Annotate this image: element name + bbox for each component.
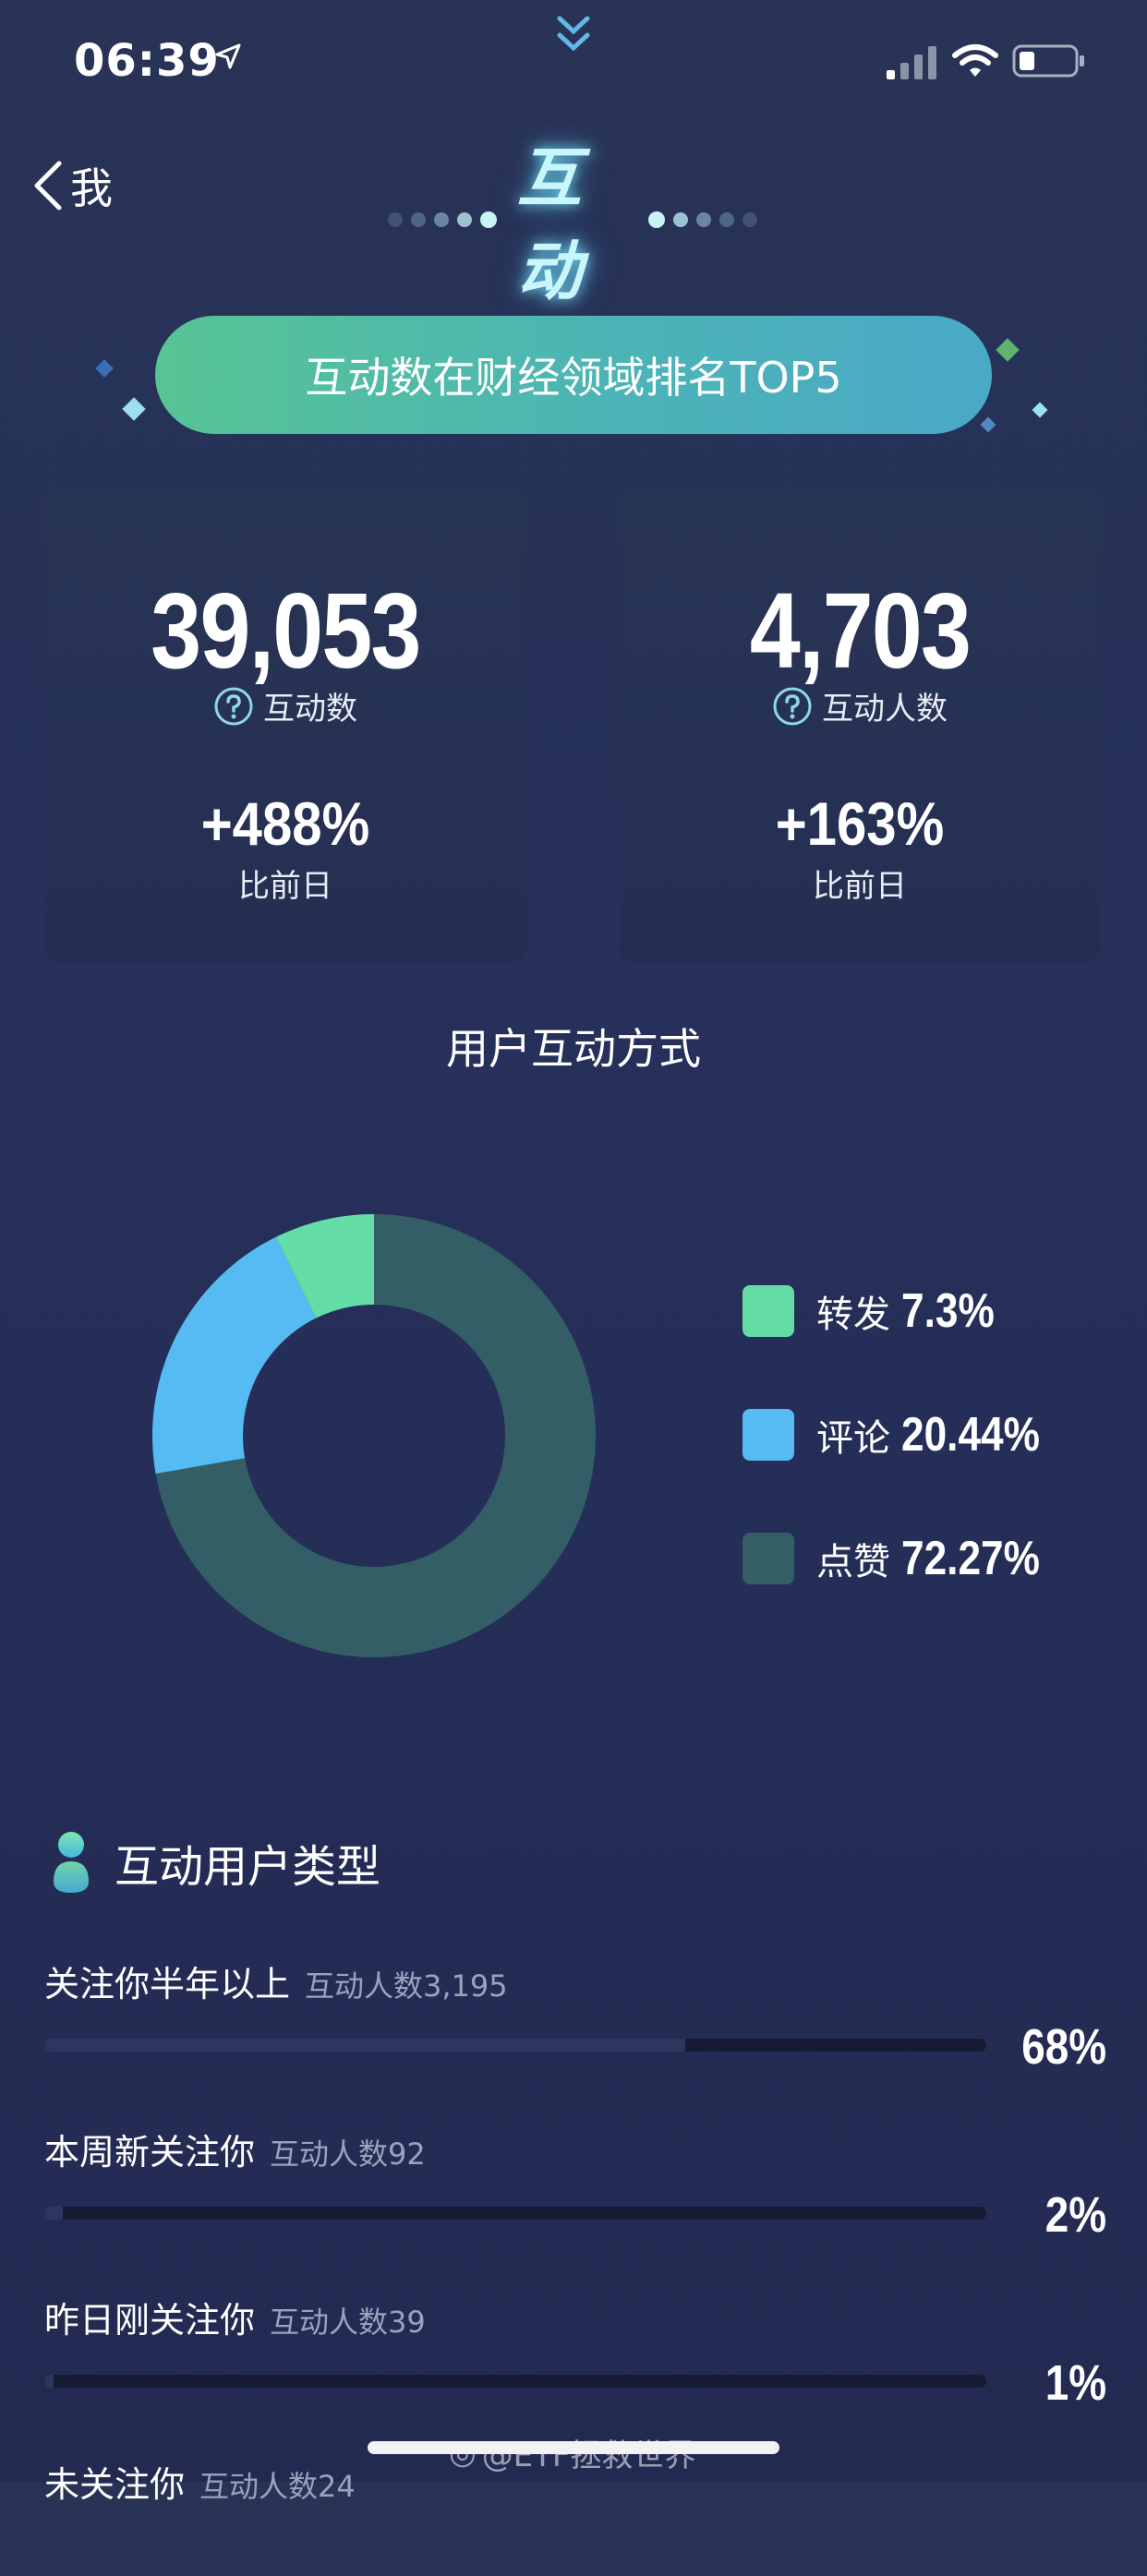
back-button[interactable]: 我: [28, 155, 113, 216]
sparkle-decoration: [122, 397, 146, 421]
user-type-row: 关注你半年以上 互动人数3,195 68%: [44, 1956, 1106, 2076]
legend-item: 点赞 72.27%: [743, 1531, 1064, 1586]
title-dots-right: [648, 211, 757, 228]
user-type-count: 互动人数92: [270, 2137, 426, 2172]
page-title-row: 互动: [388, 140, 757, 309]
legend-swatch: [743, 1533, 794, 1584]
stat-card-interactions: 39,053 互动数 +488% 比前日: [44, 495, 526, 962]
user-type-name: 关注你半年以上: [44, 1964, 291, 2004]
title-dots-left: [388, 211, 497, 228]
sparkle-decoration: [996, 338, 1020, 362]
chevron-down-icon[interactable]: [554, 13, 593, 55]
user-type-progress-bar: [44, 2207, 986, 2220]
signal-icon: [887, 46, 936, 79]
user-types-title: 互动用户类型: [115, 1841, 381, 1893]
legend-value: 7.3%: [901, 1284, 995, 1338]
home-indicator[interactable]: [368, 2441, 779, 2454]
user-type-progress-bar: [44, 2039, 986, 2052]
help-circle-icon[interactable]: [772, 686, 813, 727]
legend-label: 转发: [816, 1294, 890, 1336]
donut-slice-2: [155, 1214, 597, 1657]
legend-item: 评论 20.44%: [743, 1407, 1064, 1463]
user-type-percent: 2%: [1044, 2187, 1106, 2243]
user-icon: [54, 1832, 89, 1893]
user-type-name: 昨日刚关注你: [44, 2300, 256, 2341]
status-time: 06:39: [74, 35, 220, 87]
interactions-delta: +488%: [200, 789, 370, 858]
user-types-header: 互动用户类型: [48, 1830, 380, 1895]
legend-value: 72.27%: [901, 1532, 1040, 1585]
user-type-label: 关注你半年以上 互动人数3,195: [44, 1956, 508, 2006]
user-type-progress-bar: [44, 2375, 986, 2388]
page-title: 互动: [517, 140, 586, 309]
users-delta: +163%: [775, 789, 945, 858]
chevron-left-icon: [34, 161, 62, 211]
user-type-percent: 68%: [1021, 2019, 1106, 2075]
users-label: 互动人数: [822, 691, 948, 728]
chart-legend: 转发 7.3% 评论 20.44% 点赞 72.27%: [743, 1283, 1130, 1597]
legend-item: 转发 7.3%: [743, 1283, 1011, 1339]
user-type-count: 互动人数39: [270, 2305, 426, 2340]
interactions-value: 39,053: [151, 571, 421, 691]
sparkle-decoration: [1032, 402, 1048, 418]
donut-slice-1: [152, 1236, 317, 1475]
user-type-label: 昨日刚关注你 互动人数39: [44, 2292, 426, 2342]
legend-swatch: [743, 1409, 794, 1461]
users-label-row: 互动人数: [619, 683, 1101, 728]
stat-card-users: 4,703 互动人数 +163% 比前日: [619, 495, 1101, 962]
chart-title: 用户互动方式: [446, 1024, 701, 1074]
location-arrow-icon: [215, 43, 241, 69]
sparkle-decoration: [980, 416, 996, 433]
back-label: 我: [70, 163, 113, 213]
legend-label: 评论: [816, 1417, 890, 1460]
donut-chart: [152, 1214, 597, 1657]
rank-banner: 互动数在财经领域排名TOP5: [155, 316, 992, 434]
users-value: 4,703: [749, 571, 972, 691]
interactions-delta-label: 比前日: [238, 868, 332, 905]
user-type-name: 本周新关注你: [44, 2132, 256, 2173]
user-type-label: 本周新关注你 互动人数92: [44, 2124, 426, 2174]
interactions-label: 互动数: [263, 691, 357, 728]
wifi-icon: [952, 44, 998, 77]
users-delta-label: 比前日: [813, 868, 907, 905]
legend-swatch: [743, 1285, 794, 1337]
user-type-count: 互动人数3,195: [305, 1968, 508, 2004]
interactions-label-row: 互动数: [44, 683, 526, 728]
sparkle-decoration: [95, 359, 114, 378]
legend-label: 点赞: [816, 1541, 890, 1583]
user-type-row: 本周新关注你 互动人数92 2%: [44, 2124, 1106, 2244]
user-type-progress-fill: [44, 2375, 54, 2388]
user-type-progress-fill: [44, 2207, 64, 2220]
user-type-row: 昨日刚关注你 互动人数39 1%: [44, 2292, 1106, 2412]
user-type-progress-fill: [44, 2039, 685, 2052]
donut-slice-0: [275, 1214, 374, 1318]
legend-value: 20.44%: [901, 1408, 1040, 1462]
user-type-count: 互动人数24: [199, 2469, 356, 2504]
help-circle-icon[interactable]: [213, 686, 254, 727]
user-type-percent: 1%: [1044, 2355, 1106, 2411]
battery-icon: [1012, 44, 1084, 78]
